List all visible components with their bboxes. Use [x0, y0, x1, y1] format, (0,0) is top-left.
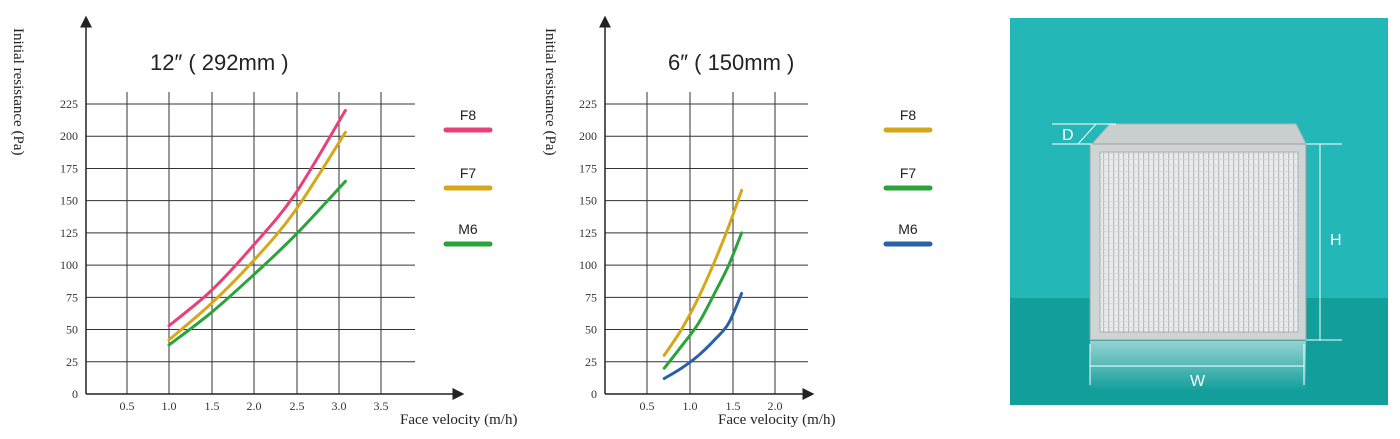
x-tick-label: 3.0 [332, 399, 347, 413]
y-tick-label: 200 [60, 129, 78, 143]
x-tick-label: 1.5 [205, 399, 220, 413]
series-line-f7 [167, 130, 347, 342]
y-tick-label: 75 [66, 290, 78, 304]
product-photo: D H W [1010, 18, 1388, 405]
y-axis-label: Initial resistance (Pa) [542, 28, 558, 155]
y-tick-label: 75 [585, 290, 597, 304]
x-tick-label: 0.5 [640, 399, 655, 413]
series-line-f8 [167, 108, 347, 328]
y-tick-label: 175 [60, 161, 78, 175]
x-tick-label: 1.0 [683, 399, 698, 413]
x-axis-label: Face velocity (m/h) [718, 412, 835, 428]
legend-label: F7 [900, 165, 917, 181]
series-line-f7 [662, 231, 744, 370]
y-tick-label: 200 [579, 129, 597, 143]
y-axis-label: Initial resistance (Pa) [10, 28, 26, 155]
y-tick-label: 25 [66, 355, 78, 369]
series-line-m6 [167, 179, 347, 347]
legend-label: M6 [898, 221, 918, 237]
series-line-m6 [662, 291, 744, 381]
legend-label: F8 [900, 107, 917, 123]
legend-label: F8 [460, 107, 477, 123]
chart-title: 12″ ( 292mm ) [150, 50, 289, 75]
x-tick-label: 1.0 [162, 399, 177, 413]
legend-label: F7 [460, 165, 477, 181]
height-label: H [1330, 232, 1342, 249]
chart-title: 6″ ( 150mm ) [668, 50, 794, 75]
x-tick-label: 2.0 [247, 399, 262, 413]
x-tick-label: 0.5 [120, 399, 135, 413]
width-label: W [1190, 373, 1206, 390]
y-tick-label: 50 [585, 323, 597, 337]
y-tick-label: 100 [60, 258, 78, 272]
y-tick-label: 0 [72, 387, 78, 401]
depth-label: D [1062, 127, 1074, 144]
legend-label: M6 [458, 221, 478, 237]
x-tick-label: 3.5 [374, 399, 389, 413]
x-axis-label: Face velocity (m/h) [400, 412, 517, 428]
y-tick-label: 25 [585, 355, 597, 369]
filter-media [1099, 151, 1299, 333]
series-line-f8 [662, 188, 744, 357]
y-tick-label: 150 [60, 194, 78, 208]
y-tick-label: 125 [579, 226, 597, 240]
chart-6-inch: 0 25 50 75 100 125 150 175 200 225 0.5 1.0 1.5 2.0 6″ … [542, 15, 933, 428]
chart-12-inch: 0 25 50 75 100 125 150 175 200 225 0.5 1.0 1.5 2.0 2.5… [10, 15, 517, 428]
y-tick-label: 225 [60, 97, 78, 111]
x-tick-label: 2.0 [768, 399, 783, 413]
filter-top-face [1090, 123, 1307, 145]
y-tick-label: 50 [66, 323, 78, 337]
x-tick-label: 2.5 [290, 399, 305, 413]
x-tick-label: 1.5 [726, 399, 741, 413]
y-tick-label: 175 [579, 161, 597, 175]
y-tick-label: 0 [591, 387, 597, 401]
y-tick-label: 225 [579, 97, 597, 111]
y-tick-label: 125 [60, 226, 78, 240]
y-tick-label: 150 [579, 194, 597, 208]
y-tick-label: 100 [579, 258, 597, 272]
depth-line-diag [1077, 123, 1097, 145]
